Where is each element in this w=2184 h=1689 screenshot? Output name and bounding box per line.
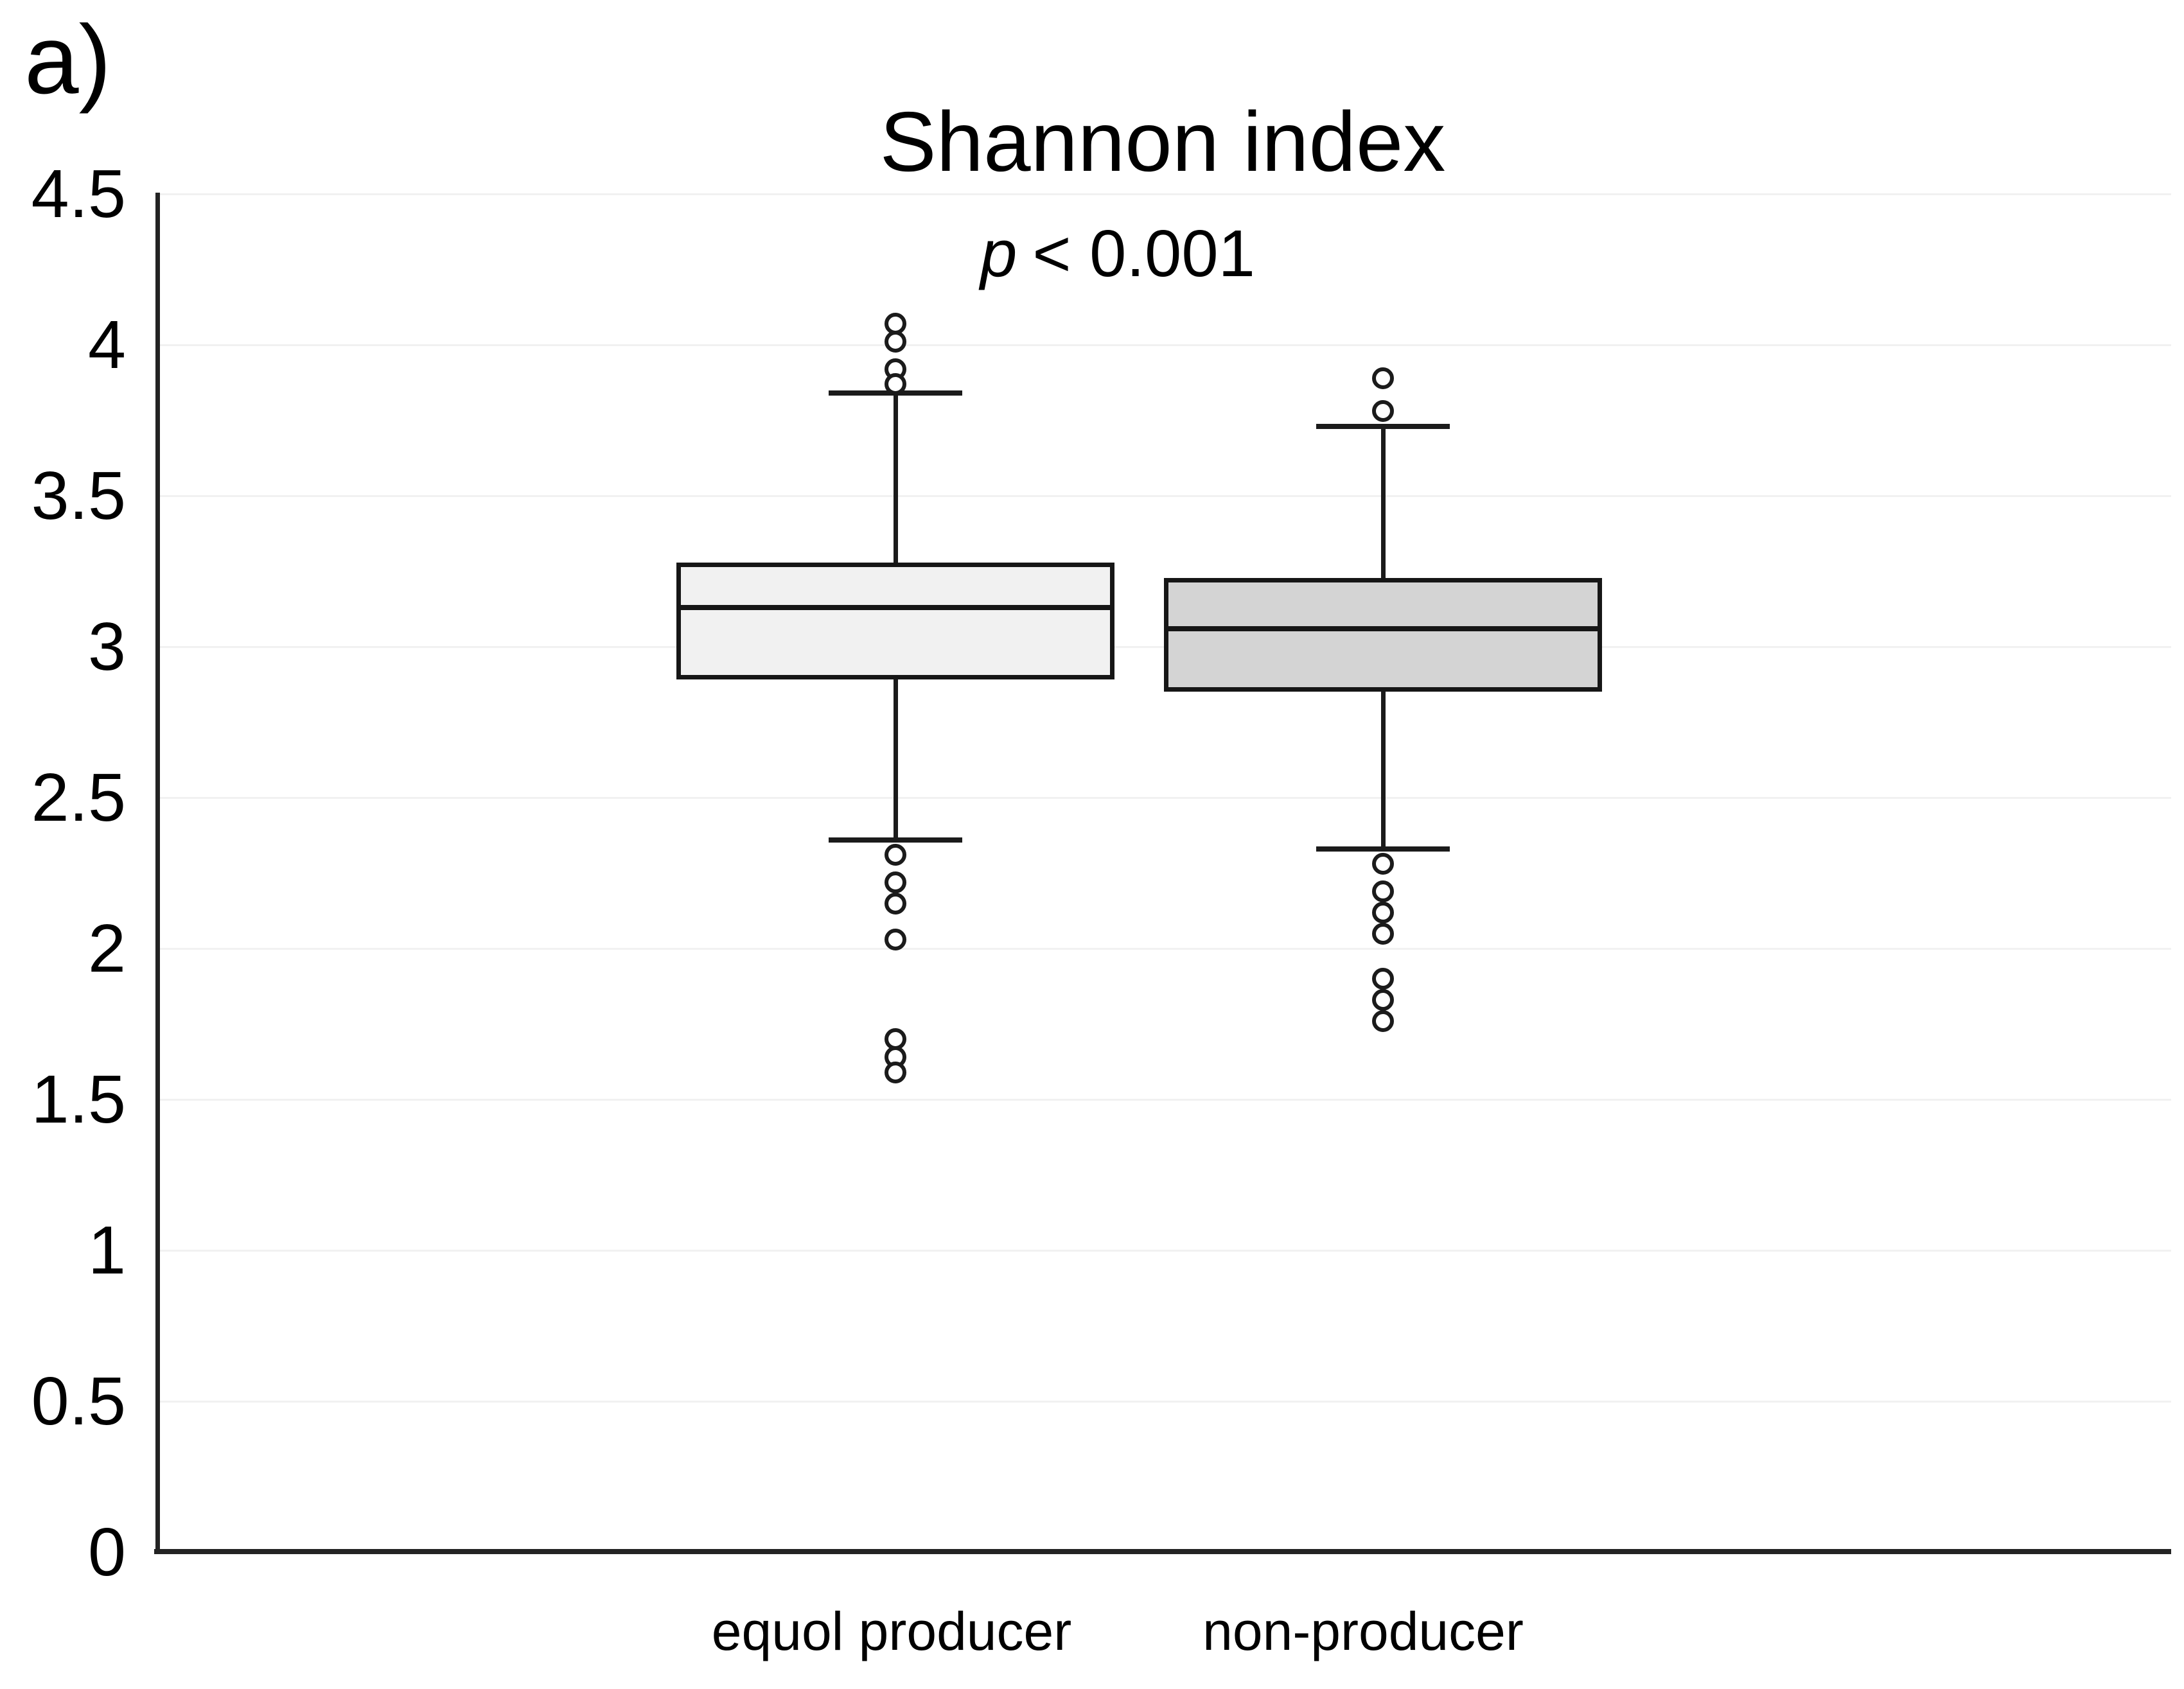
y-axis-line bbox=[155, 193, 160, 1553]
outlier-point-non-producer bbox=[1372, 400, 1394, 422]
y-tick-label-0.5: 0.5 bbox=[31, 1363, 126, 1439]
outlier-point-equol-producer bbox=[885, 331, 906, 353]
whisker-cap-bottom-non-producer bbox=[1316, 846, 1450, 852]
y-tick-label-3: 3 bbox=[88, 609, 126, 685]
outlier-point-equol-producer bbox=[885, 844, 906, 866]
chart-title: Shannon index bbox=[879, 94, 1446, 189]
whisker-cap-bottom-equol-producer bbox=[829, 837, 962, 843]
outlier-point-non-producer bbox=[1372, 853, 1394, 875]
x-axis-line bbox=[154, 1549, 2171, 1554]
outlier-point-non-producer bbox=[1372, 1010, 1394, 1032]
outlier-point-equol-producer bbox=[885, 313, 906, 335]
median-line-non-producer bbox=[1164, 626, 1602, 631]
outlier-point-non-producer bbox=[1372, 902, 1394, 923]
outlier-point-non-producer bbox=[1372, 989, 1394, 1011]
outlier-point-equol-producer bbox=[885, 929, 906, 950]
gridline-2.5 bbox=[157, 797, 2171, 799]
y-tick-label-2: 2 bbox=[88, 911, 126, 986]
outlier-point-non-producer bbox=[1372, 880, 1394, 902]
x-category-label-non-producer: non-producer bbox=[1202, 1601, 1524, 1661]
outlier-point-equol-producer bbox=[885, 373, 906, 395]
p-symbol: p bbox=[980, 216, 1017, 290]
gridline-1.5 bbox=[157, 1099, 2171, 1101]
y-tick-label-4: 4 bbox=[88, 307, 126, 383]
panel-label: a) bbox=[24, 5, 112, 114]
gridline-2 bbox=[157, 948, 2171, 950]
gridline-0.5 bbox=[157, 1401, 2171, 1403]
outlier-point-equol-producer bbox=[885, 871, 906, 893]
median-line-equol-producer bbox=[676, 605, 1114, 610]
y-tick-label-1: 1 bbox=[88, 1212, 126, 1288]
box-non-producer bbox=[1164, 578, 1602, 692]
outlier-point-non-producer bbox=[1372, 968, 1394, 990]
gridline-4 bbox=[157, 344, 2171, 346]
outlier-point-non-producer bbox=[1372, 923, 1394, 945]
y-tick-label-2.5: 2.5 bbox=[31, 760, 126, 836]
y-tick-label-1.5: 1.5 bbox=[31, 1062, 126, 1137]
y-tick-label-3.5: 3.5 bbox=[31, 458, 126, 534]
gridline-4.5 bbox=[157, 193, 2171, 195]
gridline-3.5 bbox=[157, 495, 2171, 497]
y-tick-label-4.5: 4.5 bbox=[31, 156, 126, 232]
outlier-point-non-producer bbox=[1372, 367, 1394, 389]
y-tick-label-0: 0 bbox=[88, 1514, 126, 1590]
whisker-cap-top-non-producer bbox=[1316, 424, 1450, 429]
p-value-annotation: p < 0.001 bbox=[797, 217, 1439, 290]
outlier-point-equol-producer bbox=[885, 893, 906, 915]
p-comparison: < 0.001 bbox=[1032, 216, 1255, 290]
x-category-label-equol-producer: equol producer bbox=[711, 1601, 1072, 1661]
gridline-1 bbox=[157, 1250, 2171, 1252]
box-equol-producer bbox=[676, 563, 1114, 679]
outlier-point-equol-producer bbox=[885, 1062, 906, 1083]
